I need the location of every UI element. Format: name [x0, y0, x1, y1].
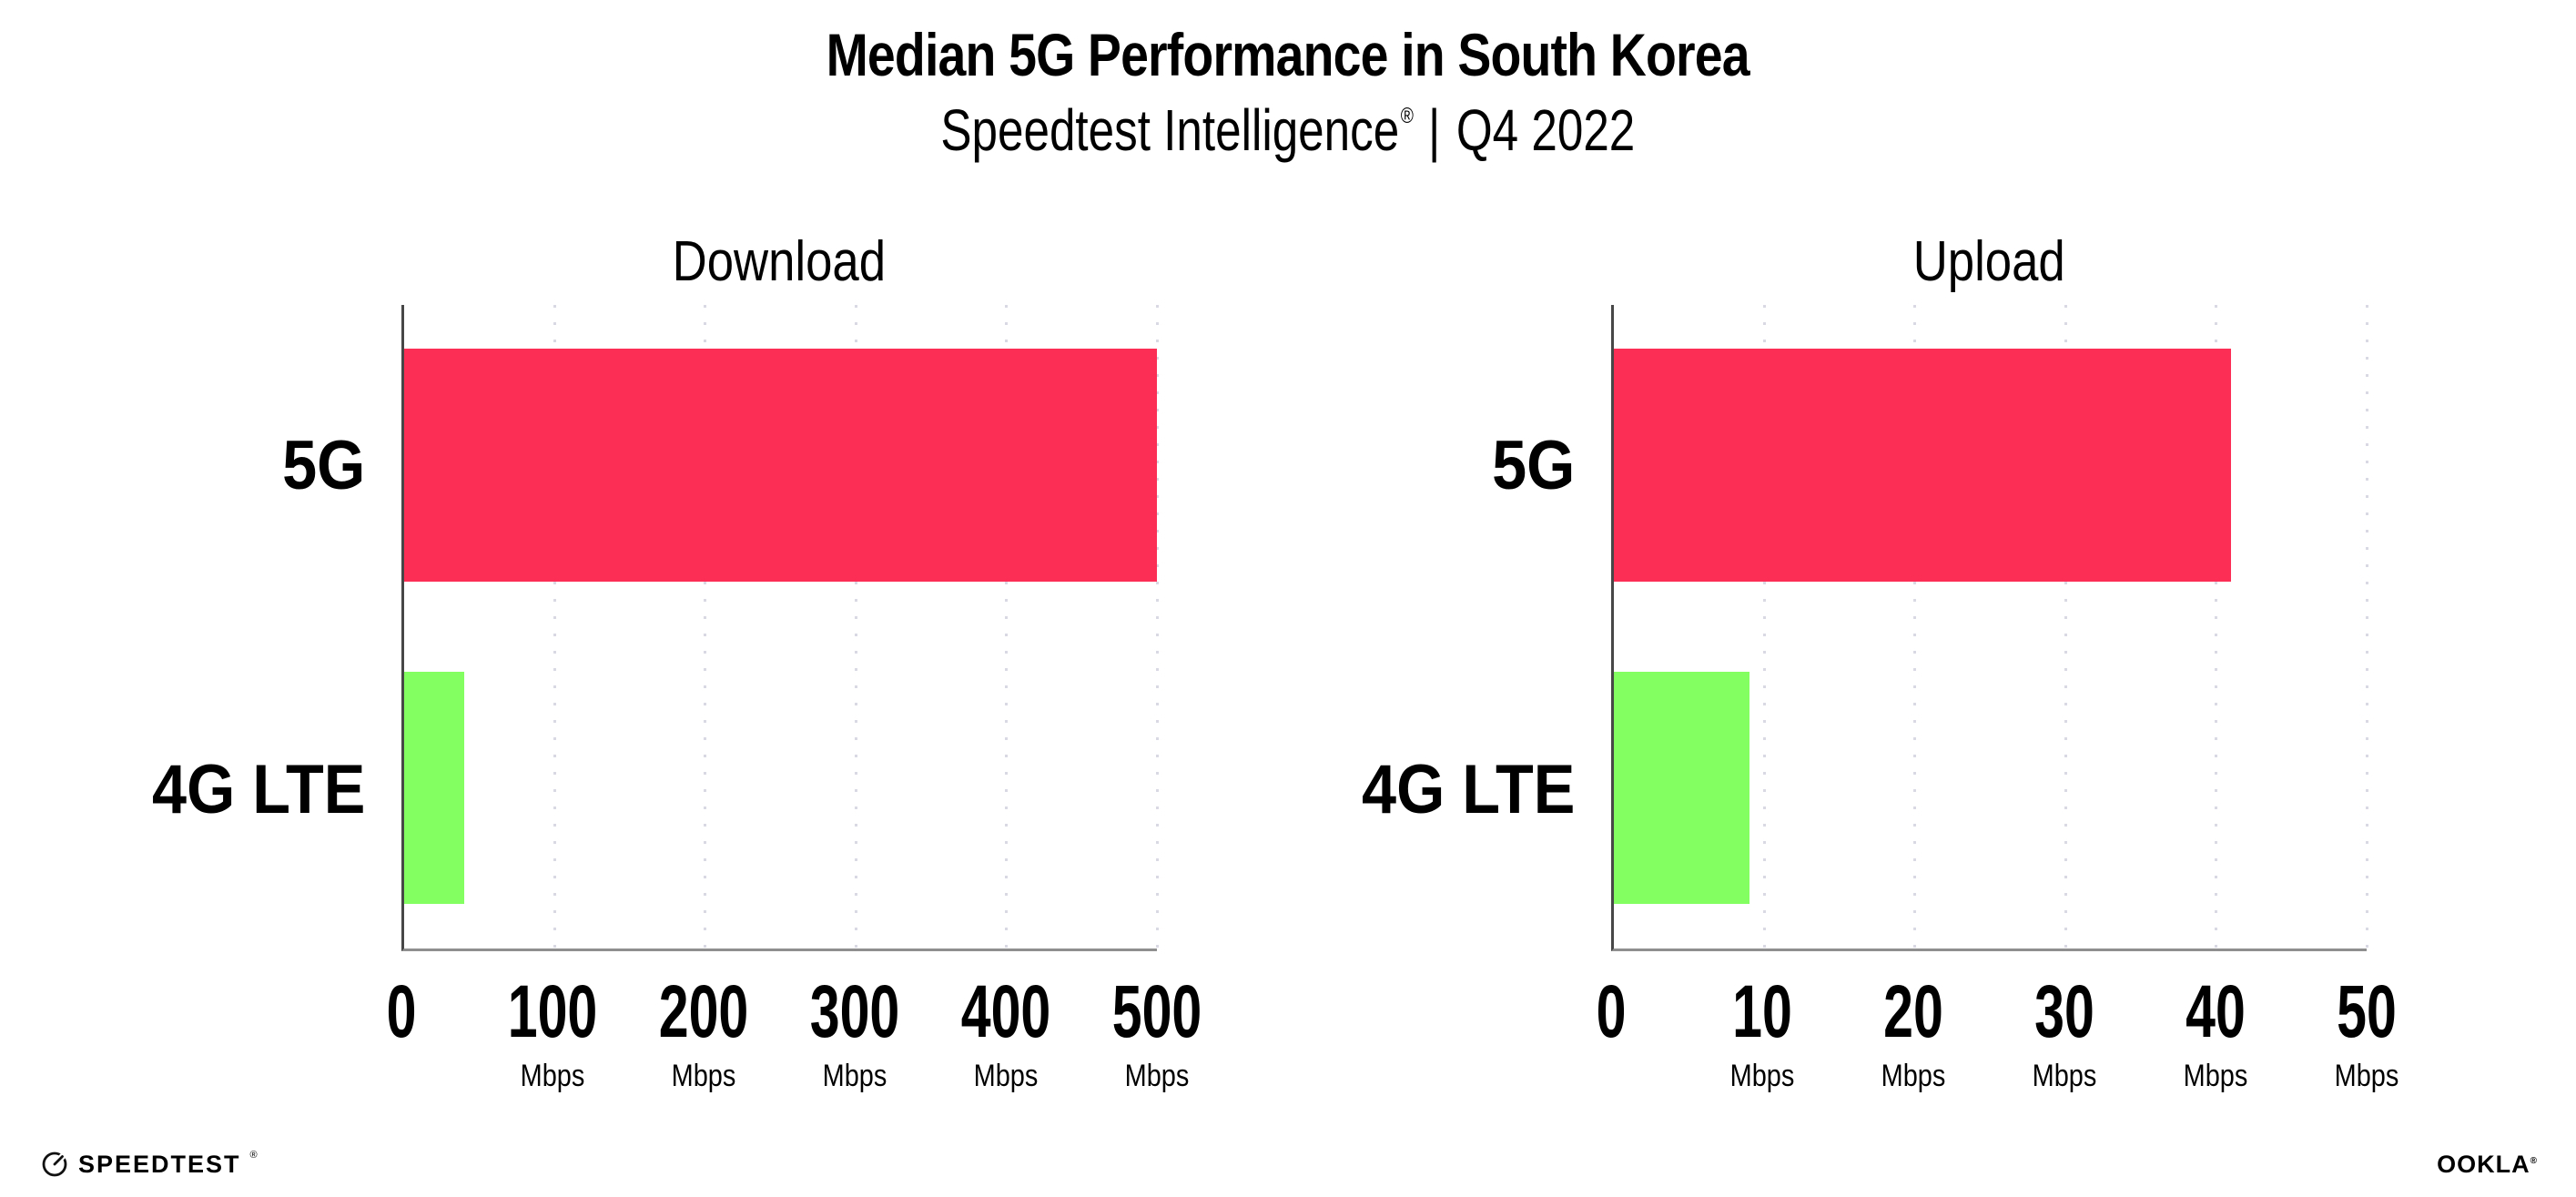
x-tick-value: 500 [1111, 970, 1202, 1053]
x-tick-300: 300 Mbps [793, 975, 918, 1094]
download-x-axis: 0 100 Mbps 200 Mbps 300 Mbps 400 Mbps 500 Mbps [387, 951, 1202, 1161]
gridline-400 [1005, 305, 1009, 948]
x-tick-value: 0 [386, 970, 417, 1053]
page-title: Median 5G Performance in South Korea [0, 21, 2576, 89]
x-tick-value: 10 [1732, 970, 1792, 1053]
download-gridlines [404, 305, 1159, 948]
download-category-labels: 5G 4G LTE [0, 305, 401, 951]
download-chart: Download 5G 4G LTE 0 100 Mbps 200 Mbps 300 Mbps… [0, 218, 1202, 1161]
x-tick-400: 400 Mbps [944, 975, 1069, 1094]
page-subtitle-text: Speedtest Intelligence® | Q4 2022 [940, 96, 1636, 164]
x-tick-value: 30 [2034, 970, 2094, 1053]
bar-4g-lte [404, 671, 465, 904]
upload-x-axis: 0 10 Mbps 20 Mbps 30 Mbps 40 Mbps 50 Mbps [1597, 951, 2399, 1161]
upload-chart-title: Upload [1611, 234, 2367, 290]
x-tick-500: 500 Mbps [1095, 975, 1220, 1094]
x-tick-value: 40 [2186, 970, 2246, 1053]
ookla-registered-mark: ® [2530, 1156, 2538, 1166]
category-label-5g: 5G [1491, 426, 1575, 504]
category-label-4g-lte: 4G LTE [1361, 751, 1575, 829]
category-label-4g-lte: 4G LTE [151, 751, 365, 829]
bar-4g-lte [1614, 671, 1749, 904]
page-subtitle: Speedtest Intelligence® | Q4 2022 [0, 96, 2576, 164]
upload-chart: Upload 5G 4G LTE 0 10 Mbps 20 Mbps 30 Mbps 40 Mbp… [1157, 218, 2399, 1161]
x-tick-value: 300 [809, 970, 900, 1053]
registered-mark: ® [1400, 103, 1415, 128]
upload-plot-area [1611, 305, 2368, 951]
upload-chart-title-text: Upload [1912, 230, 2065, 293]
x-tick-unit: Mbps [822, 1059, 887, 1093]
speedtest-logo-text: SPEEDTEST [78, 1150, 241, 1178]
x-tick-unit: Mbps [2183, 1059, 2248, 1093]
page-title-text: Median 5G Performance in South Korea [826, 21, 1750, 88]
x-tick-0: 0 [1590, 975, 1632, 1050]
x-tick-100: 100 Mbps [491, 975, 615, 1094]
x-tick-10: 10 Mbps [1720, 975, 1803, 1094]
category-label-5g: 5G [281, 426, 365, 504]
download-chart-title: Download [401, 234, 1157, 290]
x-tick-value: 20 [1883, 970, 1943, 1053]
upload-gridlines [1614, 305, 2368, 948]
gridline-40 [2215, 305, 2218, 948]
x-tick-20: 20 Mbps [1871, 975, 1954, 1094]
gridline-50 [2365, 305, 2368, 948]
gridline-30 [2064, 305, 2067, 948]
gridline-20 [1913, 305, 1917, 948]
x-tick-50: 50 Mbps [2325, 975, 2408, 1094]
x-tick-unit: Mbps [973, 1059, 1039, 1093]
x-tick-unit: Mbps [1881, 1059, 1946, 1093]
gridline-10 [1762, 305, 1766, 948]
x-tick-value: 400 [960, 970, 1051, 1053]
download-chart-title-text: Download [672, 230, 887, 293]
x-tick-40: 40 Mbps [2174, 975, 2257, 1094]
header: Median 5G Performance in South Korea Spe… [0, 0, 2576, 164]
x-tick-unit: Mbps [520, 1059, 585, 1093]
subtitle-separator: | [1428, 96, 1441, 163]
upload-bars [1614, 305, 2367, 948]
speedtest-logo: SPEEDTEST ® [40, 1150, 258, 1179]
x-tick-unit: Mbps [1729, 1059, 1795, 1093]
x-tick-value: 200 [658, 970, 749, 1053]
subtitle-brand: Speedtest Intelligence [940, 96, 1400, 163]
gridline-100 [553, 305, 556, 948]
bar-5g [404, 349, 1157, 582]
x-tick-unit: Mbps [2334, 1059, 2399, 1093]
x-tick-30: 30 Mbps [2023, 975, 2105, 1094]
x-tick-value: 0 [1596, 970, 1627, 1053]
bar-5g [1614, 349, 2232, 582]
ookla-logo: OOKLA® [2437, 1152, 2538, 1177]
subtitle-period: Q4 2022 [1456, 96, 1636, 163]
gridline-300 [854, 305, 857, 948]
x-tick-unit: Mbps [671, 1059, 736, 1093]
download-plot-area [401, 305, 1159, 951]
x-tick-value: 100 [507, 970, 598, 1053]
gridline-200 [704, 305, 707, 948]
x-tick-200: 200 Mbps [642, 975, 766, 1094]
upload-category-labels: 5G 4G LTE [1157, 305, 1611, 951]
x-tick-unit: Mbps [1124, 1059, 1190, 1093]
speedtest-gauge-icon [42, 1151, 67, 1177]
speedtest-registered-mark: ® [249, 1150, 258, 1161]
x-tick-value: 50 [2337, 970, 2397, 1053]
x-tick-0: 0 [380, 975, 422, 1050]
download-bars [404, 305, 1157, 948]
ookla-logo-text: OOKLA [2437, 1151, 2530, 1178]
x-tick-unit: Mbps [2032, 1059, 2097, 1093]
gridline-500 [1155, 305, 1159, 948]
